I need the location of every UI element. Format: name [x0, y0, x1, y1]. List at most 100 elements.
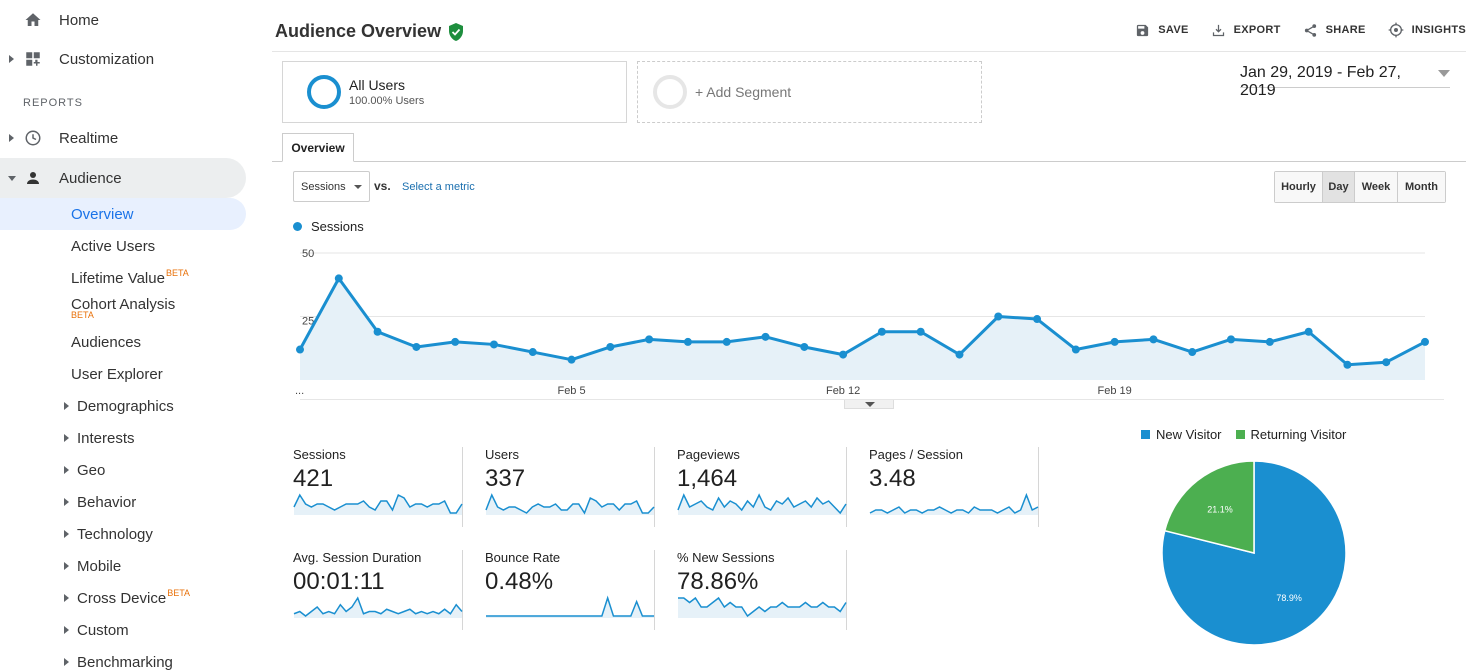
sidebar-item-user-explorer[interactable]: User Explorer — [0, 358, 246, 390]
save-button[interactable]: SAVE — [1135, 22, 1188, 38]
metric-select[interactable]: Sessions — [293, 171, 370, 202]
sidebar-item-label: Benchmarking — [77, 653, 173, 671]
sidebar-item-technology[interactable]: Technology — [0, 518, 246, 550]
metric-value: 1,464 — [677, 465, 738, 492]
data-point — [1382, 358, 1391, 367]
caret-right-icon — [9, 55, 14, 63]
share-button[interactable]: SHARE — [1303, 22, 1366, 38]
metric-label: Users — [485, 447, 519, 462]
metric-card-pageviews[interactable]: Pageviews 1,464 — [656, 447, 847, 527]
metric-card-pages-per-session[interactable]: Pages / Session 3.48 — [848, 447, 1039, 527]
metric-card-new-sessions[interactable]: % New Sessions 78.86% — [656, 550, 847, 630]
metric-value: 00:01:11 — [293, 568, 385, 595]
sidebar-item-label: Lifetime Value — [71, 269, 165, 287]
data-point — [1421, 337, 1429, 346]
select-metric-link[interactable]: Select a metric — [402, 181, 475, 193]
sidebar-item-cohort-analysis[interactable]: Cohort Analysis BETA — [0, 288, 246, 321]
metric-label: % New Sessions — [677, 550, 775, 565]
sidebar-item-lifetime-value[interactable]: Lifetime ValueBETA — [0, 262, 246, 294]
sidebar-item-demographics[interactable]: Demographics — [0, 390, 246, 422]
data-point — [1071, 345, 1080, 354]
collapse-chart-toggle[interactable] — [844, 400, 894, 409]
metric-label: Avg. Session Duration — [293, 550, 422, 565]
export-button[interactable]: EXPORT — [1211, 22, 1281, 38]
y-tick-label: 50 — [302, 248, 314, 260]
sessions-line-chart: 50 25... Feb 5 Feb 12 Feb 19 — [295, 248, 1444, 400]
export-label: EXPORT — [1233, 24, 1281, 36]
data-point — [877, 327, 886, 336]
home-icon — [25, 13, 41, 26]
sidebar-item-interests[interactable]: Interests — [0, 422, 246, 454]
verified-shield-icon — [449, 22, 464, 41]
caret-right-icon — [9, 134, 14, 142]
segment-sub: 100.00% Users — [349, 95, 425, 107]
metric-card-users[interactable]: Users 337 — [464, 447, 655, 527]
metric-card-avg-session-duration[interactable]: Avg. Session Duration 00:01:11 — [272, 550, 463, 630]
segment-ring-icon — [307, 75, 341, 109]
metric-card-bounce-rate[interactable]: Bounce Rate 0.48% — [464, 550, 655, 630]
caret-right-icon — [64, 402, 69, 410]
sidebar-item-behavior[interactable]: Behavior — [0, 486, 246, 518]
dashboard-icon — [26, 52, 40, 66]
data-point — [955, 350, 964, 359]
legend-item-new-visitor: New Visitor — [1141, 427, 1222, 442]
sidebar-item-audience[interactable]: Audience — [0, 158, 246, 198]
sparkline-line — [293, 493, 463, 514]
sparkline-area — [678, 598, 846, 618]
period-week-button[interactable]: Week — [1355, 172, 1398, 202]
beta-badge: BETA — [167, 587, 191, 598]
sidebar-item-label: Mobile — [77, 557, 122, 575]
period-hourly-button[interactable]: Hourly — [1275, 172, 1323, 202]
sidebar-item-cross-device[interactable]: Cross DeviceBETA — [0, 582, 246, 614]
sidebar-item-mobile[interactable]: Mobile — [0, 550, 246, 582]
date-range-picker[interactable]: Jan 29, 2019 - Feb 27, 2019 — [1240, 64, 1450, 99]
sidebar-item-audiences[interactable]: Audiences — [0, 326, 246, 358]
header-divider — [272, 51, 1466, 52]
sparkline-line — [293, 596, 463, 617]
sparkline — [486, 595, 654, 618]
metric-label: Bounce Rate — [485, 550, 561, 565]
insights-button[interactable]: INSIGHTS — [1388, 22, 1466, 38]
pie-data-label: 21.1% — [1207, 504, 1233, 514]
add-segment-button[interactable]: + Add Segment — [637, 61, 982, 123]
page-title-row: Audience Overview — [275, 21, 464, 42]
sidebar-item-label: Audiences — [71, 333, 142, 351]
sidebar-item-label-wrap: Lifetime ValueBETA — [71, 268, 189, 287]
sparkline — [678, 596, 847, 618]
sidebar-item-overview[interactable]: Overview — [0, 198, 246, 230]
caret-right-icon — [64, 434, 69, 442]
y-tick-label: 25 — [302, 316, 314, 328]
sidebar-item-active-users[interactable]: Active Users — [0, 230, 246, 262]
metric-value: 0.48% — [485, 568, 554, 595]
sparkline — [293, 493, 463, 515]
sidebar-item-label: Overview — [71, 205, 134, 223]
period-day-button[interactable]: Day — [1323, 172, 1355, 202]
tab-divider — [272, 161, 1466, 162]
insights-icon — [1388, 22, 1403, 38]
data-point — [528, 348, 537, 357]
save-label: SAVE — [1158, 24, 1189, 36]
tab-overview[interactable]: Overview — [282, 133, 354, 162]
sparkline-area — [294, 598, 462, 618]
sidebar-item-label: Technology — [77, 525, 153, 543]
pie-legend: New Visitor Returning Visitor — [1141, 427, 1360, 442]
metric-card-sessions[interactable]: Sessions 421 — [272, 447, 463, 527]
pie-slice — [1161, 460, 1347, 646]
period-month-button[interactable]: Month — [1398, 172, 1445, 202]
sidebar-item-custom[interactable]: Custom — [0, 614, 246, 646]
sidebar-item-customization[interactable]: Customization — [0, 39, 258, 79]
sidebar-item-geo[interactable]: Geo — [0, 454, 246, 486]
sidebar-item-home[interactable]: Home — [0, 0, 258, 40]
sidebar-item-realtime[interactable]: Realtime — [0, 118, 258, 158]
x-tick-label: ... — [295, 385, 304, 397]
sidebar-item-benchmarking[interactable]: Benchmarking — [0, 646, 246, 672]
sidebar-item-label: Home — [59, 11, 100, 29]
sparkline-line — [677, 493, 847, 515]
data-point — [567, 355, 576, 364]
segment-all-users[interactable]: All Users 100.00% Users — [282, 61, 627, 123]
pie-slice — [1163, 460, 1255, 554]
chevron-down-icon — [1438, 70, 1450, 77]
chevron-down-icon — [354, 185, 362, 189]
chart-legend: Sessions — [293, 219, 364, 234]
